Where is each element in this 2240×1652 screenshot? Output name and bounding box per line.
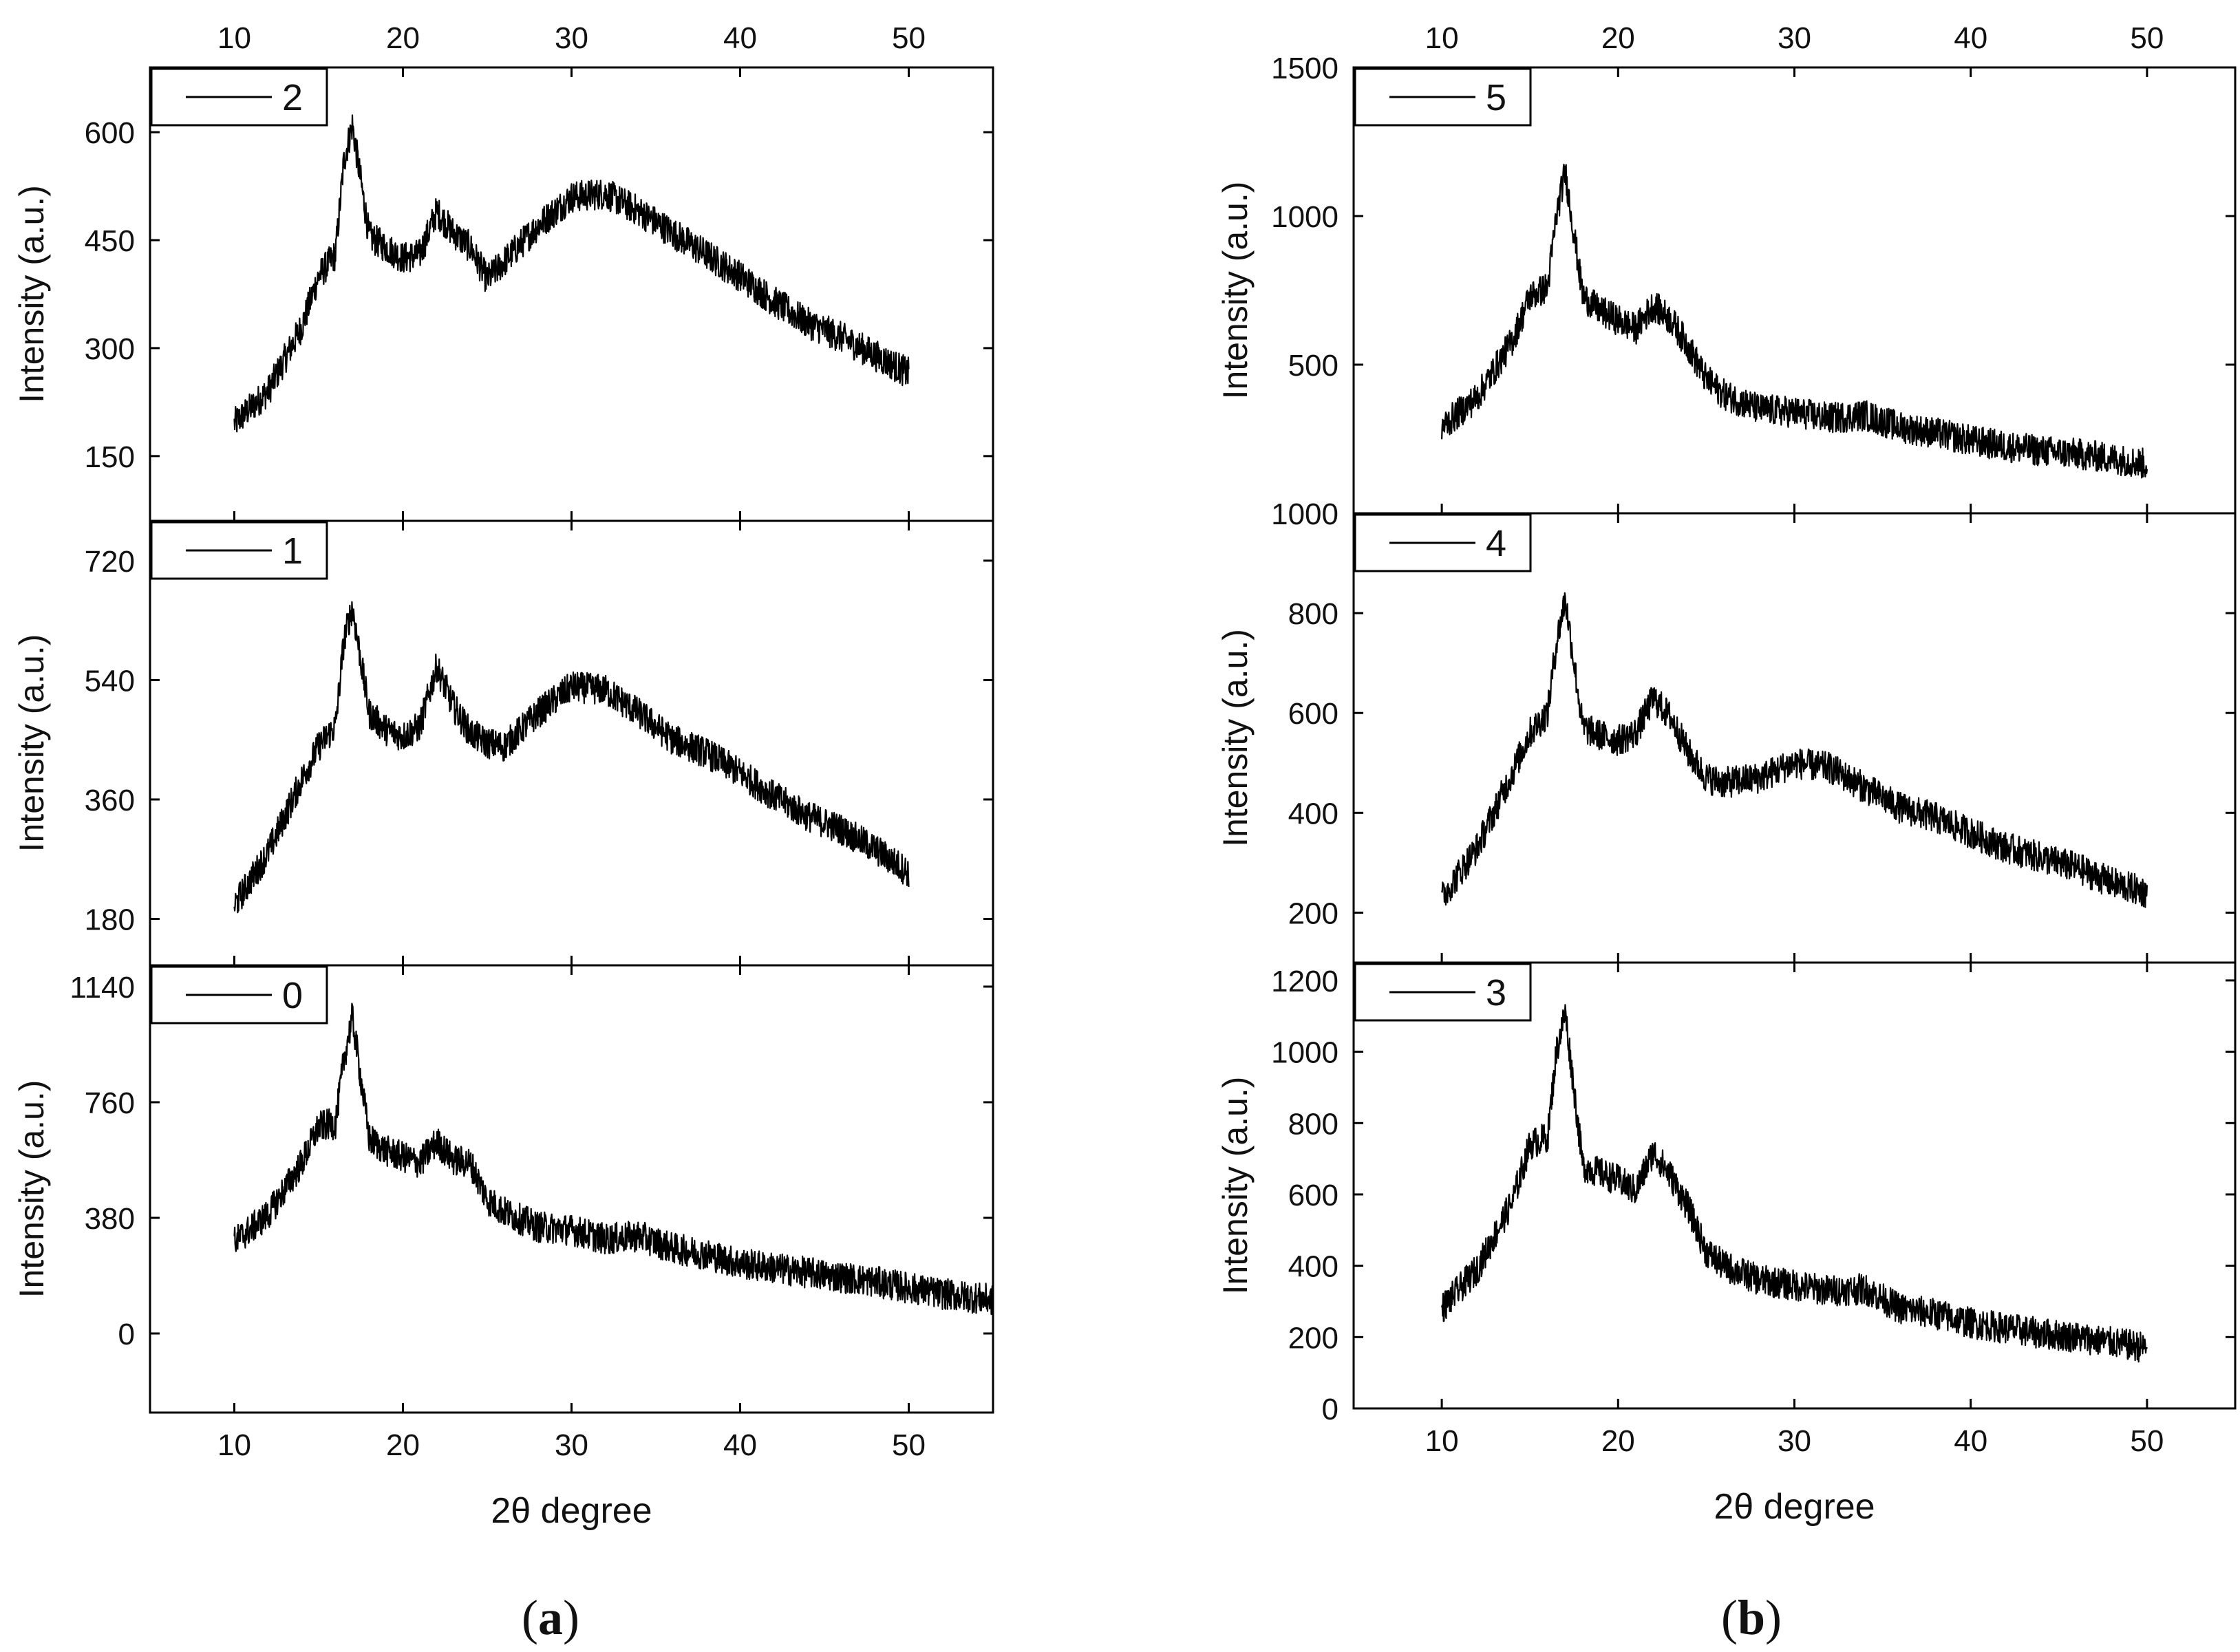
y-tick-label: 360 — [85, 784, 135, 817]
y-axis-title: Intensity (a.u.) — [1216, 629, 1255, 847]
caption-b-open: ( — [1721, 1590, 1738, 1645]
x-tick-label: 50 — [2130, 1424, 2164, 1458]
x-tick-label: 40 — [1954, 1424, 1987, 1458]
x-top-tick-label: 20 — [386, 21, 420, 55]
x-top-tick-label: 10 — [217, 21, 251, 55]
caption-a-letter: a — [538, 1590, 563, 1645]
y-tick-label: 800 — [1288, 1107, 1338, 1141]
y-tick-label: 500 — [1288, 349, 1338, 383]
legend: 3 — [1354, 963, 1532, 1022]
panel-a-0: 0 380 760 1140 10 20 30 40 50 2θ degree Intensity … — [12, 964, 994, 1531]
panel-a-1: 180 360 540 720 Intensity (a.u.) 1 — [12, 519, 994, 967]
y-tick-label: 450 — [85, 224, 135, 258]
series-line-4 — [1441, 592, 2148, 908]
y-tick-label: 150 — [85, 440, 135, 474]
y-tick-label: 1500 — [1271, 52, 1338, 85]
y-tick-label: 1000 — [1271, 200, 1338, 234]
y-axis-title: Intensity (a.u.) — [12, 185, 51, 403]
legend-label: 0 — [282, 975, 303, 1016]
y-axis-title: Intensity (a.u.) — [1216, 182, 1255, 400]
y-tick-label: 180 — [85, 903, 135, 937]
y-tick-label: 0 — [1322, 1393, 1338, 1426]
panel-a-2: 150 300 450 600 10 20 30 40 50 Intensity (a.u.) 2 — [12, 21, 994, 522]
y-tick-label: 1000 — [1271, 1036, 1338, 1070]
series-line-0 — [233, 1002, 994, 1316]
legend: 4 — [1354, 513, 1532, 572]
y-tick-label: 400 — [1288, 797, 1338, 830]
y-tick-label: 600 — [1288, 1179, 1338, 1212]
y-tick-label: 760 — [85, 1086, 135, 1120]
x-tick-label: 50 — [892, 1428, 926, 1462]
x-tick-label: 40 — [723, 1428, 757, 1462]
legend-label: 1 — [282, 530, 303, 572]
y-tick-label: 380 — [85, 1202, 135, 1236]
y-tick-label: 540 — [85, 664, 135, 698]
x-top-tick-label: 40 — [723, 21, 757, 55]
y-axis-title: Intensity (a.u.) — [1216, 1077, 1255, 1295]
x-top-tick-label: 50 — [2130, 21, 2164, 55]
caption-b: (b) — [1721, 1590, 1782, 1645]
x-tick-label: 10 — [217, 1428, 251, 1462]
y-tick-label: 200 — [1288, 1321, 1338, 1355]
caption-b-letter: b — [1738, 1590, 1765, 1645]
x-top-tick-label: 30 — [555, 21, 588, 55]
panel-b-3: 0 200 400 600 800 1000 1200 10 20 30 40 50 2θ degree… — [1216, 961, 2237, 1527]
legend: 0 — [150, 965, 328, 1025]
y-axis-title: Intensity (a.u.) — [12, 1080, 51, 1298]
panel-b-4: 200 400 600 800 1000 Intensity (a.u.) 4 — [1216, 497, 2237, 964]
y-tick-label: 600 — [85, 116, 135, 150]
y-tick-label: 720 — [85, 545, 135, 579]
y-tick-label: 0 — [118, 1318, 135, 1351]
series-line-5 — [1441, 163, 2148, 479]
caption-a: (a) — [522, 1590, 579, 1645]
y-tick-label: 200 — [1288, 897, 1338, 930]
series-line-2 — [233, 114, 910, 433]
legend-label: 5 — [1486, 77, 1506, 118]
legend-label: 2 — [282, 77, 303, 118]
x-tick-label: 10 — [1425, 1424, 1459, 1458]
x-tick-label: 20 — [386, 1428, 420, 1462]
series-line-1 — [233, 601, 910, 914]
legend: 2 — [150, 67, 328, 127]
x-tick-label: 30 — [555, 1428, 588, 1462]
legend-label: 4 — [1486, 523, 1506, 564]
x-top-tick-label: 30 — [1778, 21, 1811, 55]
legend-label: 3 — [1486, 972, 1506, 1013]
y-tick-label: 800 — [1288, 597, 1338, 631]
legend: 1 — [150, 521, 328, 580]
caption-a-open: ( — [522, 1590, 538, 1645]
x-axis-title: 2θ degree — [491, 1491, 652, 1531]
x-tick-label: 30 — [1778, 1424, 1811, 1458]
panel-b-5: 500 1000 1500 10 20 30 40 50 Intensity (a.u.) 5 — [1216, 21, 2237, 515]
caption-a-close: ) — [563, 1590, 579, 1645]
y-tick-label: 300 — [85, 332, 135, 366]
series-line-3 — [1441, 1004, 2148, 1363]
y-tick-label: 1140 — [70, 971, 135, 1005]
x-top-tick-label: 10 — [1425, 21, 1459, 55]
y-axis-title: Intensity (a.u.) — [12, 634, 51, 852]
y-tick-label: 600 — [1288, 697, 1338, 731]
y-tick-label: 1000 — [1271, 497, 1338, 531]
y-tick-label: 1200 — [1271, 965, 1338, 998]
x-axis-title: 2θ degree — [1714, 1487, 1875, 1527]
x-top-tick-label: 50 — [892, 21, 926, 55]
legend: 5 — [1354, 67, 1532, 127]
x-tick-label: 20 — [1601, 1424, 1635, 1458]
x-top-tick-label: 20 — [1601, 21, 1635, 55]
y-tick-label: 400 — [1288, 1250, 1338, 1284]
x-top-tick-label: 40 — [1954, 21, 1987, 55]
caption-b-close: ) — [1765, 1590, 1782, 1645]
